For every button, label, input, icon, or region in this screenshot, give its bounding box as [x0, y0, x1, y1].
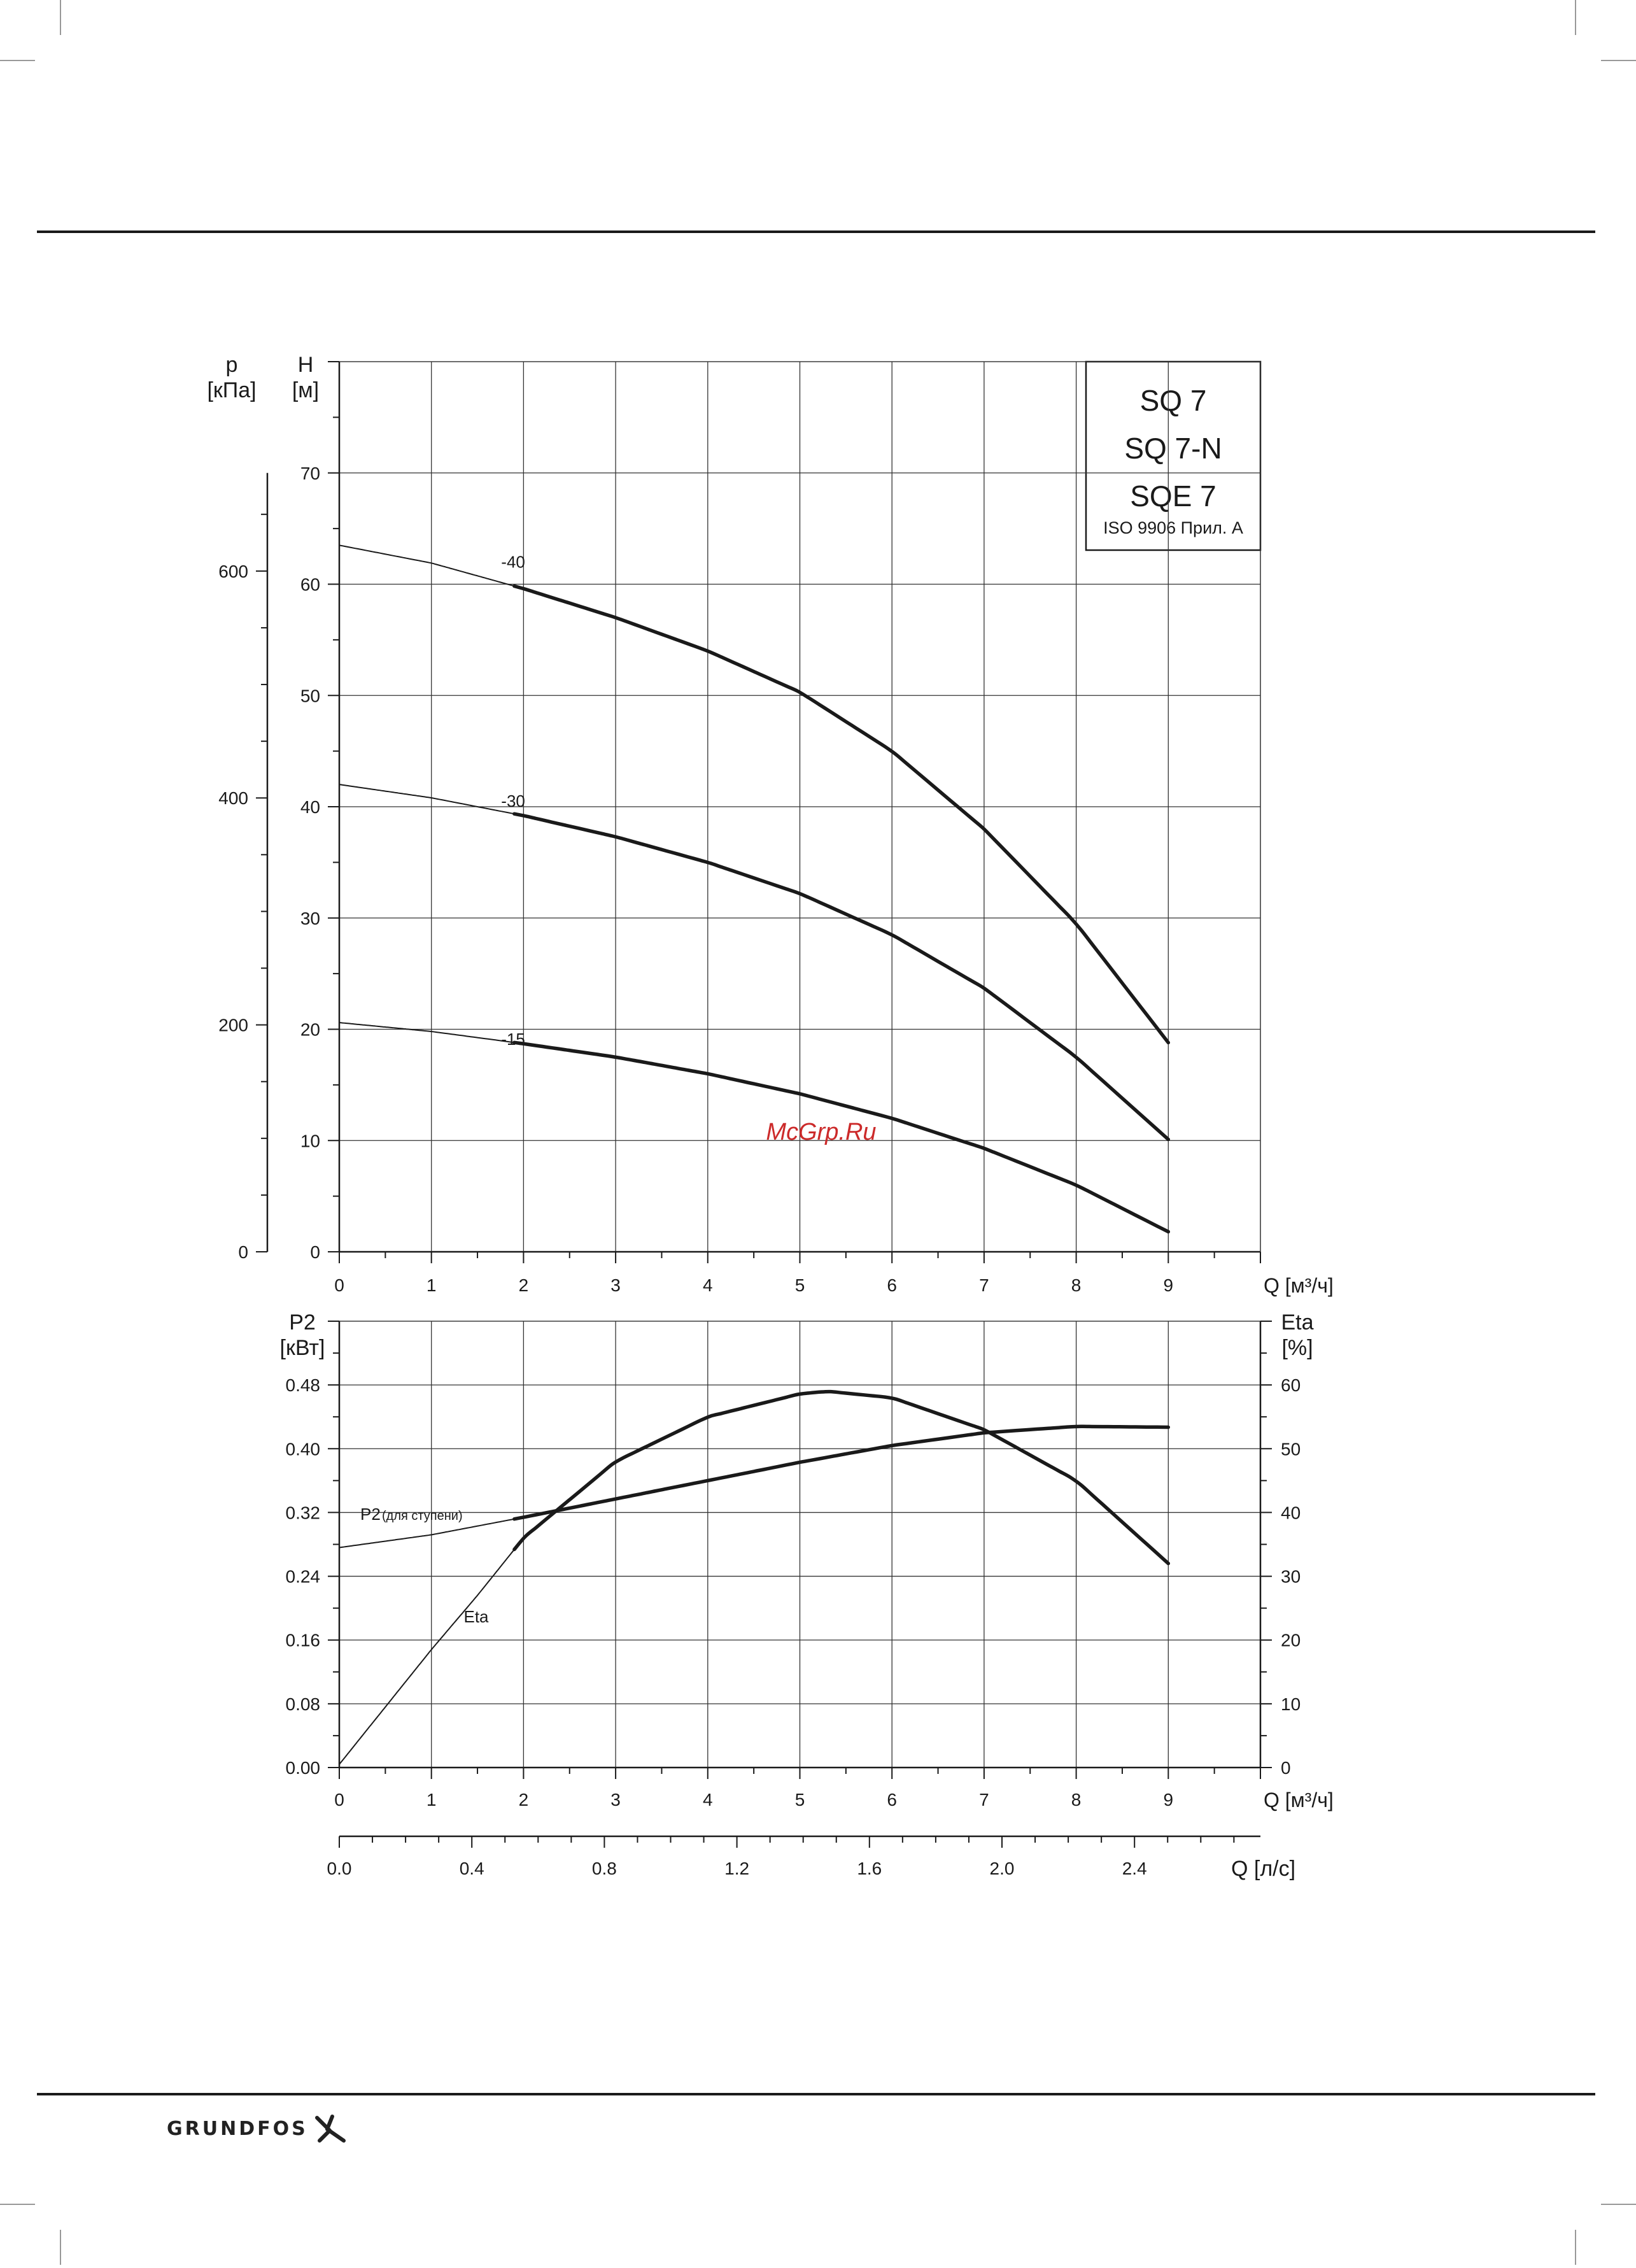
bottom-q-tick-label-9: 9 [1164, 1790, 1174, 1810]
top-q-tick-label-7: 7 [979, 1275, 989, 1295]
head-curve-n30-thin-segment [339, 784, 514, 814]
bottom-q-tick-label-5: 5 [795, 1790, 805, 1810]
ls-tick-label-1.6: 1.6 [857, 1859, 882, 1878]
bottom-q-tick-label-3: 3 [610, 1790, 621, 1810]
standard-label: ISO 9906 Прил. A [1103, 518, 1243, 537]
ls-tick-label-0.0: 0.0 [327, 1859, 352, 1878]
eta-tick-label-50: 50 [1281, 1439, 1301, 1459]
p2-axis-symbol: P2 [289, 1310, 316, 1335]
h-tick-label-60: 60 [300, 575, 320, 595]
bottom-q-tick-label-1: 1 [427, 1790, 437, 1810]
head-curve-label-n40: -40 [501, 552, 525, 571]
model-sq7: SQ 7 [1140, 384, 1207, 417]
ls-tick-label-2.4: 2.4 [1122, 1859, 1147, 1878]
p2-tick-label-0.08: 0.08 [286, 1694, 321, 1714]
p2-curve-label: P2 [360, 1505, 381, 1524]
eta-tick-label-30: 30 [1281, 1567, 1301, 1587]
p2-tick-label-0.32: 0.32 [286, 1503, 321, 1522]
top-q-tick-label-0: 0 [334, 1275, 344, 1295]
h-axis-symbol: H [298, 353, 314, 377]
top-q-tick-label-6: 6 [887, 1275, 897, 1295]
ls-tick-label-2.0: 2.0 [990, 1859, 1015, 1878]
bottom-q-tick-label-0: 0 [334, 1790, 344, 1810]
bottom-q-axis-label: Q [м³/ч] [1264, 1789, 1334, 1811]
head-curve-label-n30: -30 [501, 791, 525, 811]
eta-tick-label-10: 10 [1281, 1694, 1301, 1714]
bottom-q-tick-label-8: 8 [1071, 1790, 1082, 1810]
p2-tick-label-0.16: 0.16 [286, 1631, 321, 1650]
p2-curve-bold-segment [514, 1426, 1168, 1519]
series-layer [339, 545, 1169, 1764]
h-axis-unit: [м] [292, 378, 319, 402]
p-tick-label-0: 0 [238, 1242, 248, 1262]
model-sqe7: SQE 7 [1130, 479, 1216, 513]
bottom-q-tick-label-6: 6 [887, 1790, 897, 1810]
legend-box: SQ 7 SQ 7-N SQE 7 ISO 9906 Прил. A [1086, 362, 1260, 550]
eta-axis-unit: [%] [1281, 1336, 1313, 1360]
p-tick-label-400: 400 [218, 788, 248, 808]
eta-curve-label: Eta [463, 1607, 489, 1626]
p2-tick-label-0.40: 0.40 [286, 1439, 321, 1459]
top-q-tick-label-4: 4 [703, 1275, 713, 1295]
h-tick-label-0: 0 [310, 1242, 320, 1262]
top-q-tick-label-3: 3 [610, 1275, 621, 1295]
ls-tick-label-1.2: 1.2 [724, 1859, 749, 1878]
top-q-tick-label-1: 1 [427, 1275, 437, 1295]
grundfos-mark-icon [313, 2114, 348, 2143]
p2-tick-label-0.48: 0.48 [286, 1375, 321, 1395]
grid-layer [339, 362, 1260, 1768]
ls-tick-label-0.8: 0.8 [592, 1859, 617, 1878]
model-sq7n: SQ 7-N [1124, 432, 1222, 465]
top-q-tick-label-8: 8 [1071, 1275, 1082, 1295]
ls-axis-label: Q [л/с] [1231, 1857, 1295, 1881]
ls-tick-label-0.4: 0.4 [460, 1859, 484, 1878]
top-q-axis-label: Q [м³/ч] [1264, 1274, 1334, 1297]
h-tick-label-20: 20 [300, 1020, 320, 1040]
h-tick-label-30: 30 [300, 909, 320, 928]
bottom-q-tick-label-4: 4 [703, 1790, 713, 1810]
eta-tick-label-0: 0 [1281, 1758, 1291, 1778]
eta-axis-symbol: Eta [1281, 1310, 1313, 1335]
eta-tick-label-40: 40 [1281, 1503, 1301, 1522]
eta-curve-thin-segment [339, 1550, 514, 1765]
p-tick-label-600: 600 [218, 562, 248, 581]
h-tick-label-50: 50 [300, 686, 320, 705]
p2-axis-unit: [кВт] [280, 1336, 325, 1360]
h-tick-label-40: 40 [300, 797, 320, 817]
brand-name: GRUNDFOS [167, 2118, 308, 2140]
head-curve-n40-thin-segment [339, 545, 514, 586]
top-q-tick-label-5: 5 [795, 1275, 805, 1295]
p-tick-label-200: 200 [218, 1016, 248, 1035]
eta-tick-label-60: 60 [1281, 1375, 1301, 1395]
p-axis-unit: [кПа] [207, 378, 256, 402]
p-axis-symbol: p [226, 353, 238, 377]
head-curve-n15-thin-segment [339, 1023, 514, 1042]
top-q-tick-label-9: 9 [1164, 1275, 1174, 1295]
eta-tick-label-20: 20 [1281, 1631, 1301, 1650]
eta-curve-bold-segment [514, 1392, 1168, 1564]
head-curve-n40-bold-segment [514, 586, 1168, 1043]
bottom-q-tick-label-2: 2 [519, 1790, 529, 1810]
bottom-q-tick-label-7: 7 [979, 1790, 989, 1810]
h-tick-label-10: 10 [300, 1131, 320, 1151]
top-q-tick-label-2: 2 [519, 1275, 529, 1295]
h-tick-label-70: 70 [300, 464, 320, 483]
head-curve-label-n15: -15 [501, 1030, 525, 1049]
p2-tick-label-0.24: 0.24 [286, 1567, 321, 1587]
p2-curve-sublabel: (для ступени) [382, 1509, 463, 1523]
p2-tick-label-0.00: 0.00 [286, 1758, 321, 1778]
watermark: McGrp.Ru [766, 1119, 876, 1145]
head-curve-n30-bold-segment [514, 814, 1168, 1139]
grundfos-logo: GRUNDFOS [167, 2113, 348, 2144]
